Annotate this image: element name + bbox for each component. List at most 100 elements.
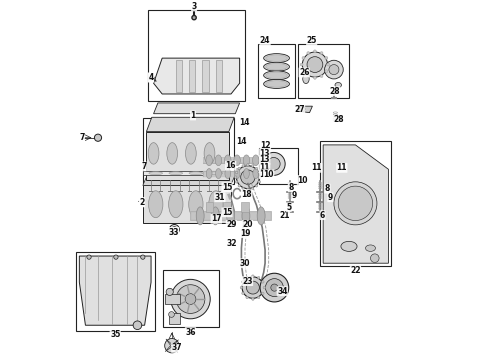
Ellipse shape <box>307 51 310 54</box>
Ellipse shape <box>234 155 240 166</box>
Ellipse shape <box>259 176 261 179</box>
Text: 24: 24 <box>260 36 270 45</box>
Text: 34: 34 <box>277 287 288 296</box>
Text: 36: 36 <box>185 328 196 337</box>
Circle shape <box>133 321 142 329</box>
Ellipse shape <box>196 207 204 225</box>
Text: 29: 29 <box>226 220 237 229</box>
Circle shape <box>141 255 145 259</box>
Ellipse shape <box>257 207 265 225</box>
Circle shape <box>95 134 101 141</box>
Polygon shape <box>298 106 313 113</box>
Ellipse shape <box>246 296 248 299</box>
Ellipse shape <box>246 276 248 279</box>
Ellipse shape <box>258 181 260 183</box>
Circle shape <box>307 57 323 72</box>
Ellipse shape <box>266 63 287 70</box>
Polygon shape <box>175 60 182 92</box>
Ellipse shape <box>251 187 254 190</box>
Text: 4: 4 <box>148 73 154 82</box>
Ellipse shape <box>169 191 183 218</box>
Polygon shape <box>266 161 270 164</box>
Circle shape <box>370 254 379 262</box>
Ellipse shape <box>148 143 159 164</box>
Ellipse shape <box>189 191 203 218</box>
Text: 3: 3 <box>192 2 196 11</box>
Circle shape <box>166 288 173 296</box>
Ellipse shape <box>255 185 258 187</box>
Ellipse shape <box>314 50 317 53</box>
Circle shape <box>324 60 343 79</box>
Text: 5: 5 <box>286 203 292 212</box>
Bar <box>298 44 349 98</box>
Ellipse shape <box>169 172 183 175</box>
Bar <box>143 171 231 175</box>
Text: 6: 6 <box>320 211 325 220</box>
Ellipse shape <box>243 155 250 166</box>
Ellipse shape <box>302 70 305 73</box>
Bar <box>147 132 229 180</box>
Ellipse shape <box>258 171 260 174</box>
Ellipse shape <box>209 172 223 175</box>
Ellipse shape <box>212 207 220 225</box>
Ellipse shape <box>238 185 241 187</box>
Text: 23: 23 <box>242 276 253 285</box>
Text: 27: 27 <box>294 105 305 114</box>
Text: 14: 14 <box>239 118 249 127</box>
Ellipse shape <box>266 55 287 61</box>
Ellipse shape <box>314 76 317 79</box>
Polygon shape <box>172 346 178 352</box>
Circle shape <box>236 166 259 189</box>
Polygon shape <box>166 339 172 345</box>
Circle shape <box>114 255 118 259</box>
Text: 30: 30 <box>240 259 250 268</box>
Ellipse shape <box>302 57 305 59</box>
Ellipse shape <box>264 71 290 80</box>
Ellipse shape <box>244 168 249 179</box>
Polygon shape <box>153 103 240 114</box>
Bar <box>258 44 295 98</box>
Text: 13: 13 <box>260 149 270 158</box>
Ellipse shape <box>206 168 212 179</box>
Text: 35: 35 <box>110 330 121 339</box>
Ellipse shape <box>320 51 323 54</box>
Ellipse shape <box>235 171 238 174</box>
Text: 7: 7 <box>79 132 85 141</box>
Ellipse shape <box>253 168 259 179</box>
Bar <box>242 202 248 212</box>
Circle shape <box>165 338 179 353</box>
Circle shape <box>246 281 259 294</box>
Ellipse shape <box>327 63 330 66</box>
Circle shape <box>329 64 339 75</box>
Polygon shape <box>79 256 151 325</box>
Ellipse shape <box>148 191 163 218</box>
Polygon shape <box>153 58 240 94</box>
Ellipse shape <box>246 188 249 190</box>
Ellipse shape <box>149 172 163 175</box>
Ellipse shape <box>252 298 254 300</box>
Text: 8: 8 <box>288 183 294 192</box>
Ellipse shape <box>251 165 254 167</box>
Ellipse shape <box>303 74 309 84</box>
Text: 16: 16 <box>225 161 236 170</box>
Ellipse shape <box>242 207 250 225</box>
Ellipse shape <box>242 187 245 190</box>
Text: 13: 13 <box>260 156 270 165</box>
Text: 15: 15 <box>222 208 232 217</box>
Bar <box>259 148 298 184</box>
Circle shape <box>338 186 372 221</box>
Text: 12: 12 <box>260 141 270 150</box>
Ellipse shape <box>266 81 287 87</box>
Ellipse shape <box>262 280 264 283</box>
Ellipse shape <box>215 155 221 166</box>
Polygon shape <box>165 346 172 352</box>
Circle shape <box>242 277 264 298</box>
Circle shape <box>192 15 196 20</box>
Ellipse shape <box>341 241 357 251</box>
Polygon shape <box>147 117 234 132</box>
Ellipse shape <box>325 70 328 73</box>
Ellipse shape <box>186 143 196 164</box>
Text: 15: 15 <box>222 183 232 192</box>
Bar <box>76 252 155 331</box>
Circle shape <box>170 225 179 234</box>
